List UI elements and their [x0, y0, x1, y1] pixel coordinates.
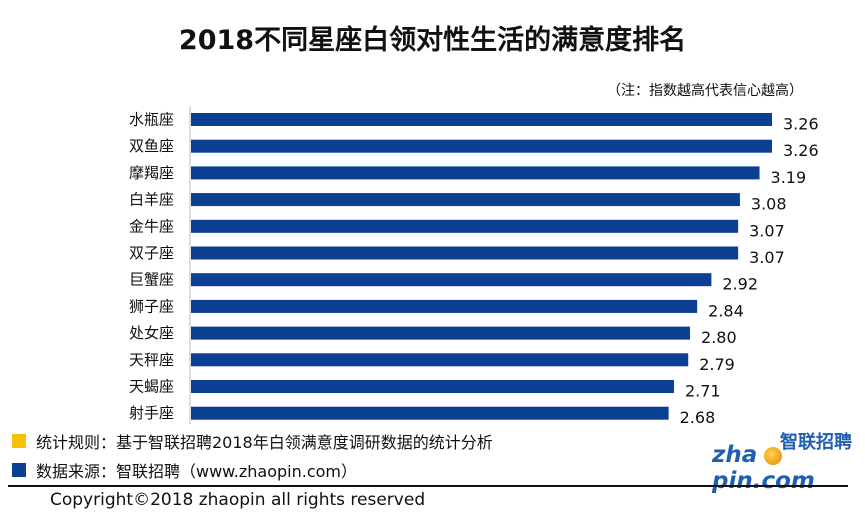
category-label: 双鱼座 — [129, 137, 174, 155]
bar — [191, 139, 772, 153]
value-label: 2.92 — [722, 275, 758, 294]
value-label: 2.84 — [708, 301, 744, 320]
copyright-text: Copyright©2018 zhaopin all rights reserv… — [50, 490, 426, 510]
statistics-rule-note: 统计规则：基于智联招聘2018年白领满意度调研数据的统计分析 — [12, 429, 493, 453]
category-label: 水瓶座 — [129, 111, 174, 129]
bar — [191, 380, 674, 393]
bar — [191, 193, 740, 207]
value-label: 2.79 — [699, 355, 735, 374]
bar-chart: 水瓶座 3.26 双鱼座 3.26 摩羯座 3.19 白羊座 3.08 金牛座 3.07 双子座 3.… — [129, 106, 819, 427]
logo-chinese-text: 智联招聘 — [780, 432, 852, 453]
yellow-square-icon — [12, 434, 26, 448]
bar — [191, 353, 689, 367]
category-label: 狮子座 — [129, 297, 174, 315]
value-label: 2.71 — [685, 382, 721, 401]
logo-dot-icon — [764, 447, 782, 465]
bar — [191, 299, 698, 313]
value-label: 2.68 — [680, 408, 716, 427]
value-label: 3.08 — [751, 195, 787, 214]
statistics-rule-text: 统计规则：基于智联招聘2018年白领满意度调研数据的统计分析 — [36, 433, 493, 452]
bar — [191, 246, 739, 260]
category-label: 白羊座 — [129, 191, 174, 209]
category-label: 巨蟹座 — [129, 271, 174, 289]
zhaopin-logo: 智联招聘 zha pin.com — [708, 430, 858, 494]
blue-square-icon — [12, 463, 26, 477]
bar — [191, 406, 669, 420]
category-label: 射手座 — [129, 404, 174, 422]
data-source-note: 数据来源：智联招聘（www.zhaopin.com） — [12, 458, 357, 482]
value-label: 3.07 — [749, 248, 785, 267]
value-label: 3.19 — [771, 168, 807, 187]
category-label: 处女座 — [129, 324, 174, 342]
value-label: 3.26 — [783, 141, 819, 160]
bar — [191, 326, 691, 340]
category-label: 天秤座 — [129, 351, 174, 369]
chart-title: 2018不同星座白领对性生活的满意度排名 — [178, 25, 687, 56]
footer-divider — [8, 485, 848, 487]
category-label: 摩羯座 — [129, 164, 174, 182]
value-label: 3.07 — [749, 221, 785, 240]
value-label: 3.26 — [783, 115, 819, 134]
category-label: 天蝎座 — [129, 378, 174, 396]
bar — [191, 219, 739, 233]
bar — [191, 273, 712, 287]
value-label: 2.80 — [701, 328, 737, 347]
chart-note: （注：指数越高代表信心越高） — [607, 83, 803, 99]
data-source-text: 数据来源：智联招聘（www.zhaopin.com） — [36, 462, 358, 481]
logo-english-text: zha pin.com — [712, 442, 815, 494]
bar — [191, 166, 760, 180]
category-label: 金牛座 — [129, 217, 174, 235]
category-label: 双子座 — [129, 244, 174, 262]
bar — [191, 113, 772, 126]
